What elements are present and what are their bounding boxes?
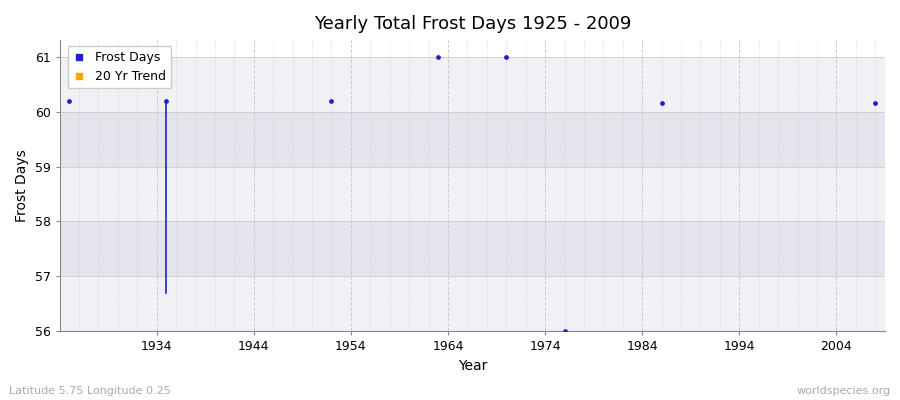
Legend: Frost Days, 20 Yr Trend: Frost Days, 20 Yr Trend	[68, 46, 171, 88]
Bar	[59, 166, 885, 222]
Bar	[59, 112, 885, 166]
Bar	[59, 57, 885, 112]
Point	[431, 54, 446, 60]
Point	[324, 97, 338, 104]
X-axis label: Year: Year	[457, 359, 487, 373]
Point	[557, 328, 572, 335]
Title: Yearly Total Frost Days 1925 - 2009: Yearly Total Frost Days 1925 - 2009	[313, 15, 631, 33]
Text: worldspecies.org: worldspecies.org	[796, 386, 891, 396]
Text: Latitude 5.75 Longitude 0.25: Latitude 5.75 Longitude 0.25	[9, 386, 171, 396]
Bar	[59, 276, 885, 332]
Point	[62, 97, 77, 104]
Point	[159, 97, 174, 104]
Point	[654, 100, 669, 106]
Bar	[59, 222, 885, 276]
Point	[500, 54, 514, 60]
Y-axis label: Frost Days: Frost Days	[15, 149, 29, 222]
Point	[868, 100, 883, 106]
